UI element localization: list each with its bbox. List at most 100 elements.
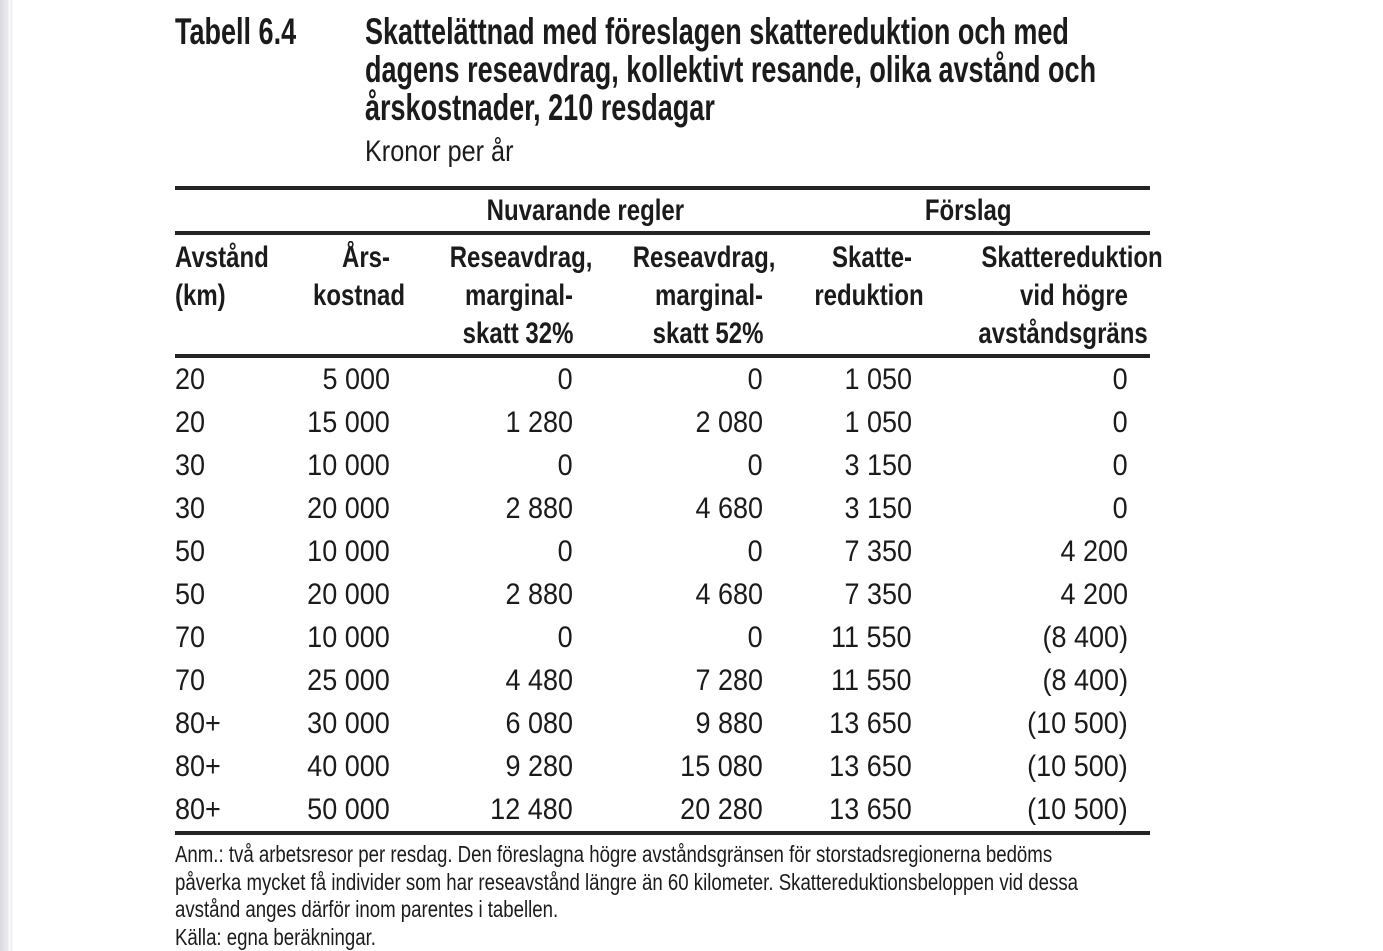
cell-value: 30 (175, 491, 206, 525)
table-row-8: 70 25 000 4 480 7 280 11 550 (8 400) (175, 659, 1150, 702)
note-anm-line-1: Anm.: två arbetsresor per resdag. Den fö… (175, 841, 1053, 867)
cell-value: 1 280 (505, 405, 573, 439)
table-row-5: 50 10 000 0 0 7 350 4 200 (175, 530, 1150, 573)
cell-value: 20 000 (307, 491, 390, 525)
cell-value: (8 400) (1042, 663, 1129, 697)
cell-reseavdrag-52: 4 680 (597, 573, 787, 616)
cell-value: 2 080 (695, 405, 763, 439)
cell-value: 13 650 (829, 706, 912, 740)
cell-value: 20 (175, 362, 206, 396)
cell-reseavdrag-52: 0 (597, 356, 787, 401)
table-row-3: 30 10 000 0 0 3 150 0 (175, 444, 1150, 487)
cell-skattereduktion: 13 650 (787, 702, 936, 745)
group-header-forslag: Förslag (787, 188, 1151, 235)
table-number: Tabell 6.4 (175, 13, 365, 51)
cell-skattereduktion-hogre-gr: (8 400) (936, 616, 1150, 659)
cell-arskostnad: 25 000 (290, 659, 414, 702)
table-row-10: 80+ 40 000 9 280 15 080 13 650 (10 500) (175, 745, 1150, 788)
column-header-line: Reseavdrag, (632, 241, 776, 274)
cell-skattereduktion: 3 150 (787, 444, 936, 487)
note-anm-line-2: påverka mycket få individer som har rese… (175, 868, 1079, 895)
cell-value: 7 280 (695, 663, 763, 697)
cell-reseavdrag-32: 12 480 (414, 788, 597, 833)
cell-value: 10 000 (307, 534, 390, 568)
table-title: Skattelättnad med föreslagen skattereduk… (365, 13, 1366, 167)
cell-avstand-km: 30 (175, 487, 290, 530)
table-title-line-3: årskostnader, 210 resdagar (365, 87, 715, 128)
cell-value: 20 000 (307, 577, 390, 611)
cell-arskostnad: 30 000 (290, 702, 414, 745)
cell-arskostnad: 10 000 (290, 444, 414, 487)
cell-skattereduktion: 1 050 (787, 401, 936, 444)
data-table: Nuvarande regler Förslag Avstånd (km) Års-… (175, 186, 1163, 835)
cell-value: 7 350 (844, 534, 912, 568)
cell-arskostnad: 10 000 (290, 616, 414, 659)
cell-arskostnad: 10 000 (290, 530, 414, 573)
cell-value: 4 200 (1060, 534, 1129, 568)
cell-reseavdrag-52: 2 080 (597, 401, 787, 444)
cell-skattereduktion: 7 350 (787, 530, 936, 573)
cell-avstand-km: 70 (175, 659, 290, 702)
cell-value: 10 000 (307, 620, 390, 654)
cell-value: 40 000 (307, 749, 390, 783)
cell-skattereduktion-hogre-gr: 0 (936, 356, 1150, 401)
cell-value: 0 (557, 362, 573, 396)
cell-reseavdrag-52: 7 280 (597, 659, 787, 702)
cell-value: (10 500) (1027, 706, 1129, 740)
cell-value: 5 000 (322, 362, 390, 396)
cell-skattereduktion: 11 550 (787, 659, 936, 702)
cell-arskostnad: 50 000 (290, 788, 414, 833)
cell-skattereduktion-hogre-gr: 0 (936, 487, 1150, 530)
cell-value: 50 (175, 534, 206, 568)
table-unit-label: Kronor per år (365, 135, 514, 168)
cell-value: 15 080 (680, 749, 763, 783)
note-anm-line-3: avstånd anges därför inom parentes i tab… (175, 896, 559, 922)
cell-value: 11 550 (831, 620, 912, 654)
table-notes: Anm.: två arbetsresor per resdag. Den fö… (175, 841, 1150, 951)
cell-value: 4 200 (1060, 577, 1129, 611)
cell-reseavdrag-52: 4 680 (597, 487, 787, 530)
column-header-line: (km) (175, 279, 226, 312)
column-header-line: Års- (341, 241, 390, 274)
cell-value: 70 (175, 620, 206, 654)
cell-value: 4 480 (505, 663, 573, 697)
cell-avstand-km: 70 (175, 616, 290, 659)
cell-value: 0 (557, 448, 573, 482)
cell-reseavdrag-32: 9 280 (414, 745, 597, 788)
column-header-skattereduktion: Skatte-reduktion (787, 233, 936, 358)
cell-value: 7 350 (844, 577, 912, 611)
column-header-line: Skatte- (831, 241, 912, 274)
document-page-content: Tabell 6.4 Skattelättnad med föreslagen … (175, 13, 1163, 951)
table-title-line-1: Skattelättnad med föreslagen skattereduk… (365, 11, 1069, 52)
cell-reseavdrag-52: 0 (597, 444, 787, 487)
cell-skattereduktion-hogre-gr: 4 200 (936, 573, 1150, 616)
column-header-line: Skattereduktion (981, 241, 1163, 274)
cell-skattereduktion-hogre-gr: 0 (936, 401, 1150, 444)
table-row-6: 50 20 000 2 880 4 680 7 350 4 200 (175, 573, 1150, 616)
cell-value: 6 080 (505, 706, 573, 740)
cell-reseavdrag-32: 0 (414, 444, 597, 487)
cell-skattereduktion: 13 650 (787, 788, 936, 833)
page-edge-strip (0, 0, 13, 951)
cell-arskostnad: 20 000 (290, 573, 414, 616)
cell-reseavdrag-32: 1 280 (414, 401, 597, 444)
cell-skattereduktion-hogre-gr: (10 500) (936, 788, 1150, 833)
table-title-line-2: dagens reseavdrag, kollektivt resande, o… (365, 49, 1097, 90)
cell-avstand-km: 30 (175, 444, 290, 487)
cell-skattereduktion-hogre-gr: (8 400) (936, 659, 1150, 702)
cell-value: 0 (557, 534, 573, 568)
column-header-reseavdrag-32: Reseavdrag, marginal-skatt 32% (414, 233, 597, 358)
cell-reseavdrag-52: 20 280 (597, 788, 787, 833)
cell-reseavdrag-32: 4 480 (414, 659, 597, 702)
cell-avstand-km: 20 (175, 356, 290, 401)
column-header-line: skatt 52% (652, 317, 763, 350)
cell-value: 25 000 (307, 663, 390, 697)
table-row-2: 20 15 000 1 280 2 080 1 050 0 (175, 401, 1150, 444)
column-header-row: Avstånd (km) Års-kostnad Reseavdrag, margina… (175, 233, 1163, 358)
cell-avstand-km: 20 (175, 401, 290, 444)
cell-avstand-km: 80+ (175, 702, 290, 745)
cell-value: 2 880 (505, 577, 573, 611)
note-source: Källa: egna beräkningar. (175, 923, 376, 950)
cell-avstand-km: 50 (175, 530, 290, 573)
cell-value: 10 000 (307, 448, 390, 482)
